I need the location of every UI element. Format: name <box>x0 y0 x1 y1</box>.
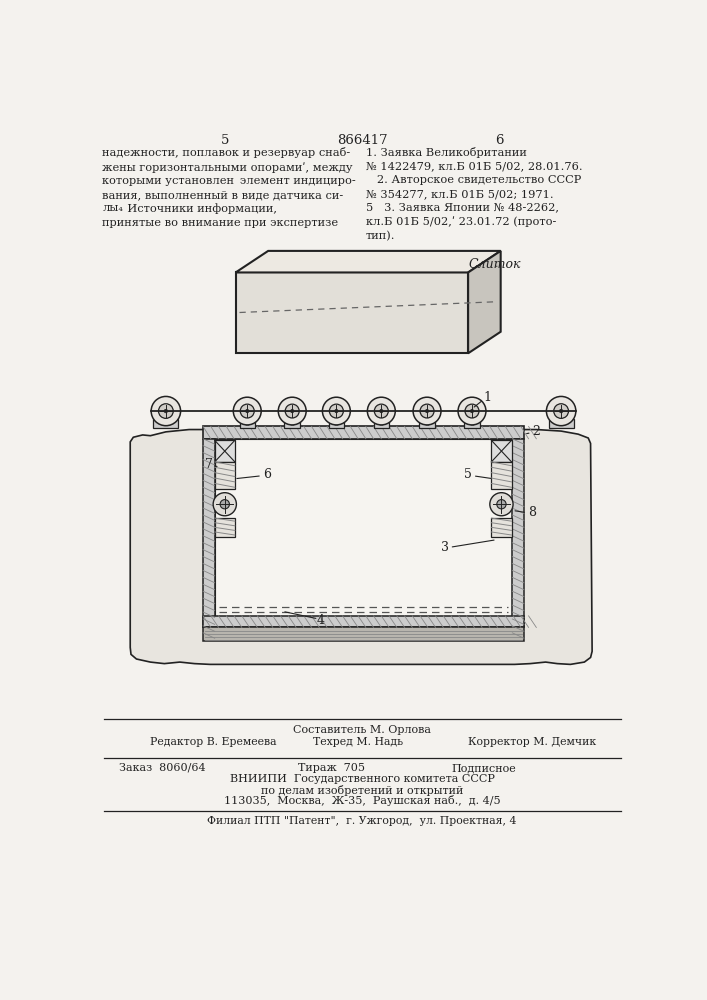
Bar <box>203 426 524 439</box>
Circle shape <box>334 409 338 413</box>
Circle shape <box>380 409 383 413</box>
Circle shape <box>559 409 563 413</box>
Circle shape <box>426 409 428 413</box>
Circle shape <box>374 404 388 418</box>
Bar <box>373 420 389 428</box>
Text: 113035,  Москва,  Ж-35,  Раушская наб.,  д. 4/5: 113035, Москва, Ж-35, Раушская наб., д. … <box>223 795 501 806</box>
Circle shape <box>158 404 173 418</box>
Circle shape <box>329 404 344 418</box>
Circle shape <box>233 397 261 425</box>
Text: 2: 2 <box>532 425 540 438</box>
Bar <box>491 440 512 462</box>
Bar <box>491 518 512 537</box>
Circle shape <box>547 396 575 426</box>
Bar <box>203 439 215 627</box>
Text: Источники информации,
принятые во внимание при экспертизе: Источники информации, принятые во вниман… <box>103 203 339 228</box>
Bar <box>153 419 178 428</box>
Circle shape <box>245 409 249 413</box>
Text: Слиток: Слиток <box>468 258 520 271</box>
Circle shape <box>554 404 568 418</box>
Circle shape <box>490 493 513 516</box>
Text: Редактор В. Еремеева: Редактор В. Еремеева <box>151 737 277 747</box>
Circle shape <box>458 397 486 425</box>
Bar <box>491 462 512 489</box>
Bar <box>419 420 435 428</box>
Text: Филиал ПТП "Патент",  г. Ужгород,  ул. Проектная, 4: Филиал ПТП "Патент", г. Ужгород, ул. Про… <box>207 816 517 826</box>
Text: 5: 5 <box>221 134 229 147</box>
Bar <box>284 420 300 428</box>
Circle shape <box>465 404 479 418</box>
Circle shape <box>151 396 180 426</box>
Circle shape <box>279 397 306 425</box>
Bar <box>215 518 235 537</box>
Text: Тираж  705: Тираж 705 <box>298 763 365 773</box>
Text: Корректор М. Демчик: Корректор М. Демчик <box>468 737 597 747</box>
Text: 5: 5 <box>464 468 472 481</box>
Circle shape <box>413 397 441 425</box>
Bar <box>203 616 524 627</box>
Circle shape <box>470 409 474 413</box>
Polygon shape <box>235 251 501 272</box>
Bar <box>215 462 235 489</box>
Text: 7: 7 <box>204 458 212 471</box>
Bar <box>329 420 344 428</box>
Circle shape <box>322 397 351 425</box>
Text: 6: 6 <box>262 468 271 481</box>
Bar <box>464 420 480 428</box>
Text: 3: 3 <box>441 541 449 554</box>
Bar <box>215 439 513 616</box>
Circle shape <box>285 404 299 418</box>
Bar <box>513 439 524 627</box>
Bar <box>240 420 255 428</box>
Text: Составитель М. Орлова: Составитель М. Орлова <box>293 725 431 735</box>
Circle shape <box>420 404 434 418</box>
Polygon shape <box>468 251 501 353</box>
Text: Техред М. Надь: Техред М. Надь <box>313 737 403 747</box>
Bar <box>203 627 524 641</box>
Bar <box>215 440 235 462</box>
Circle shape <box>497 500 506 509</box>
Text: по делам изобретений и открытий: по делам изобретений и открытий <box>261 785 463 796</box>
Circle shape <box>220 500 230 509</box>
Text: Заказ  8060/64: Заказ 8060/64 <box>119 763 206 773</box>
Text: 4: 4 <box>317 614 325 627</box>
Text: ВНИИПИ  Государственного комитета СССР: ВНИИПИ Государственного комитета СССР <box>230 774 494 784</box>
Polygon shape <box>130 428 592 664</box>
Bar <box>549 419 573 428</box>
Circle shape <box>240 404 255 418</box>
Text: 6: 6 <box>495 134 503 147</box>
Circle shape <box>368 397 395 425</box>
Text: 1. Заявка Великобритании
№ 1422479, кл.Б 01Б 5/02, 28.01.76.
   2. Авторское сви: 1. Заявка Великобритании № 1422479, кл.Б… <box>366 147 583 241</box>
Text: 866417: 866417 <box>337 134 387 147</box>
Circle shape <box>291 409 294 413</box>
Circle shape <box>164 409 168 413</box>
Text: 1: 1 <box>484 391 491 404</box>
Text: надежности, поплавок и резервуар снаб-
жены горизонтальными опорамиʹ, между
кото: надежности, поплавок и резервуар снаб- ж… <box>103 147 356 213</box>
Circle shape <box>213 493 236 516</box>
Text: Подписное: Подписное <box>451 763 516 773</box>
Text: 8: 8 <box>527 506 536 519</box>
Bar <box>235 272 468 353</box>
